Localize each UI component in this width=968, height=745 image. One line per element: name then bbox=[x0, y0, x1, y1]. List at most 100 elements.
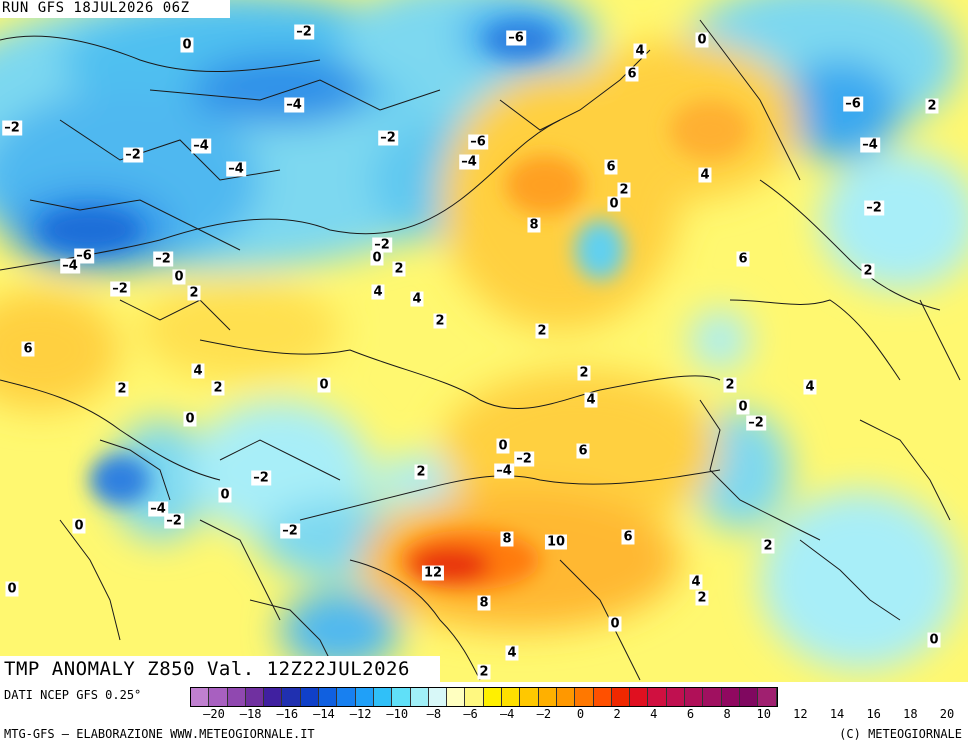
colorbar-swatch bbox=[319, 688, 338, 706]
map-label: 2 bbox=[392, 261, 406, 277]
map-label: 4 bbox=[371, 284, 385, 300]
colorbar-tick-label: 2 bbox=[613, 707, 621, 721]
map-label: 2 bbox=[115, 381, 129, 397]
map-label: 0 bbox=[72, 518, 86, 534]
map-label: –2 bbox=[514, 451, 534, 467]
colorbar-swatch bbox=[758, 688, 777, 706]
colorbar-tick-label: 6 bbox=[686, 707, 695, 721]
map-label: 6 bbox=[21, 341, 35, 357]
map-label: 4 bbox=[689, 574, 703, 590]
colorbar-swatch bbox=[428, 688, 448, 706]
colorbar-tick-label: 8 bbox=[723, 707, 731, 721]
map-label: 0 bbox=[608, 616, 622, 632]
map-label: 4 bbox=[584, 392, 598, 408]
map-label: 6 bbox=[621, 529, 635, 545]
colorbar-swatch bbox=[538, 688, 557, 706]
map-label: 0 bbox=[180, 37, 194, 53]
colorbar-swatch bbox=[300, 688, 320, 706]
footer-credit: MTG-GFS – ELABORAZIONE WWW.METEOGIORNALE… bbox=[4, 727, 315, 741]
colorbar-swatch bbox=[575, 688, 594, 706]
colorbar-tick-label: –6 bbox=[463, 707, 478, 721]
map-label: 2 bbox=[414, 464, 428, 480]
colorbar-tick-label: –12 bbox=[349, 707, 372, 721]
map-label: –2 bbox=[153, 251, 173, 267]
map-label: 10 bbox=[544, 534, 568, 550]
map-label: –2 bbox=[164, 513, 184, 529]
map-label: –6 bbox=[506, 30, 526, 46]
title-background bbox=[0, 656, 440, 682]
data-source: DATI NCEP GFS 0.25° bbox=[4, 688, 142, 702]
map-label: 2 bbox=[477, 664, 491, 680]
map-label: –6 bbox=[843, 96, 863, 112]
map-label: –2 bbox=[280, 523, 300, 539]
map-label: –2 bbox=[864, 200, 884, 216]
map-label: 4 bbox=[191, 363, 205, 379]
colorbar-tick-label: 10 bbox=[756, 707, 771, 721]
colorbar-ticks: –20 –18 –16 –14 –12 –10 –8 –6 –4 –2 0 2 4 6 8 10 12 14 16 1… bbox=[190, 707, 963, 723]
colorbar bbox=[190, 687, 778, 707]
map-canvas bbox=[0, 0, 968, 682]
map-label: 0 bbox=[172, 269, 186, 285]
anomaly-map: 0 –2 –6 4 6 0 –6 2 –2 –4 –4 –2 –2 –6 –4 … bbox=[0, 0, 968, 682]
colorbar-swatch bbox=[520, 688, 539, 706]
map-label: 6 bbox=[604, 159, 618, 175]
map-label: 2 bbox=[187, 285, 201, 301]
colorbar-tick-label: 16 bbox=[866, 707, 881, 721]
colorbar-swatch bbox=[666, 688, 686, 706]
map-label: 12 bbox=[421, 565, 445, 581]
map-label: –2 bbox=[294, 24, 314, 40]
map-label: 6 bbox=[736, 251, 750, 267]
colorbar-swatch bbox=[209, 688, 228, 706]
map-label: 2 bbox=[723, 377, 737, 393]
map-label: 8 bbox=[500, 531, 514, 547]
map-label: 2 bbox=[761, 538, 775, 554]
colorbar-swatch bbox=[447, 688, 466, 706]
colorbar-swatch bbox=[373, 688, 393, 706]
colorbar-swatch bbox=[593, 688, 612, 706]
colorbar-swatch bbox=[611, 688, 631, 706]
colorbar-tick-label: –16 bbox=[276, 707, 299, 721]
map-label: 0 bbox=[736, 399, 750, 415]
map-label: –2 bbox=[251, 470, 271, 486]
map-label: 0 bbox=[927, 632, 941, 648]
run-header: RUN GFS 18JUL2026 06Z bbox=[2, 0, 190, 16]
map-label: 0 bbox=[218, 487, 232, 503]
map-label: 6 bbox=[625, 66, 639, 82]
map-label: 0 bbox=[370, 250, 384, 266]
map-label: –4 bbox=[284, 97, 304, 113]
colorbar-tick-label: –14 bbox=[313, 707, 335, 721]
colorbar-swatch bbox=[721, 688, 740, 706]
map-label: 4 bbox=[633, 43, 647, 59]
colorbar-swatch bbox=[227, 688, 246, 706]
map-label: –2 bbox=[123, 147, 143, 163]
colorbar-swatch bbox=[648, 688, 667, 706]
map-label: 4 bbox=[698, 167, 712, 183]
colorbar-swatch bbox=[282, 688, 301, 706]
colorbar-tick-label: 20 bbox=[939, 707, 955, 721]
colorbar-swatch bbox=[191, 688, 210, 706]
colorbar-tick-label: 14 bbox=[829, 707, 845, 721]
colorbar-swatch bbox=[264, 688, 283, 706]
map-label: 4 bbox=[410, 291, 424, 307]
map-label: 2 bbox=[211, 380, 225, 396]
map-label: 6 bbox=[576, 443, 590, 459]
map-label: –6 bbox=[468, 134, 488, 150]
map-label: –4 bbox=[226, 161, 246, 177]
map-label: 2 bbox=[577, 365, 591, 381]
map-label: –4 bbox=[459, 154, 479, 170]
map-label: –2 bbox=[746, 415, 766, 431]
map-label: 0 bbox=[496, 438, 510, 454]
map-title: TMP ANOMALY Z850 Val. 12Z22JUL2026 bbox=[4, 658, 410, 680]
colorbar-tick-label: 18 bbox=[903, 707, 918, 721]
map-label: –4 bbox=[191, 138, 211, 154]
colorbar-swatch bbox=[685, 688, 704, 706]
map-label: –4 bbox=[148, 501, 168, 517]
colorbar-swatch bbox=[739, 688, 759, 706]
map-label: 0 bbox=[183, 411, 197, 427]
colorbar-swatch bbox=[630, 688, 649, 706]
colorbar-tick-label: –20 bbox=[203, 707, 225, 721]
colorbar-tick-label: 4 bbox=[650, 707, 658, 721]
colorbar-swatch bbox=[483, 688, 503, 706]
map-label: 8 bbox=[477, 595, 491, 611]
colorbar-tick-label: 12 bbox=[793, 707, 808, 721]
